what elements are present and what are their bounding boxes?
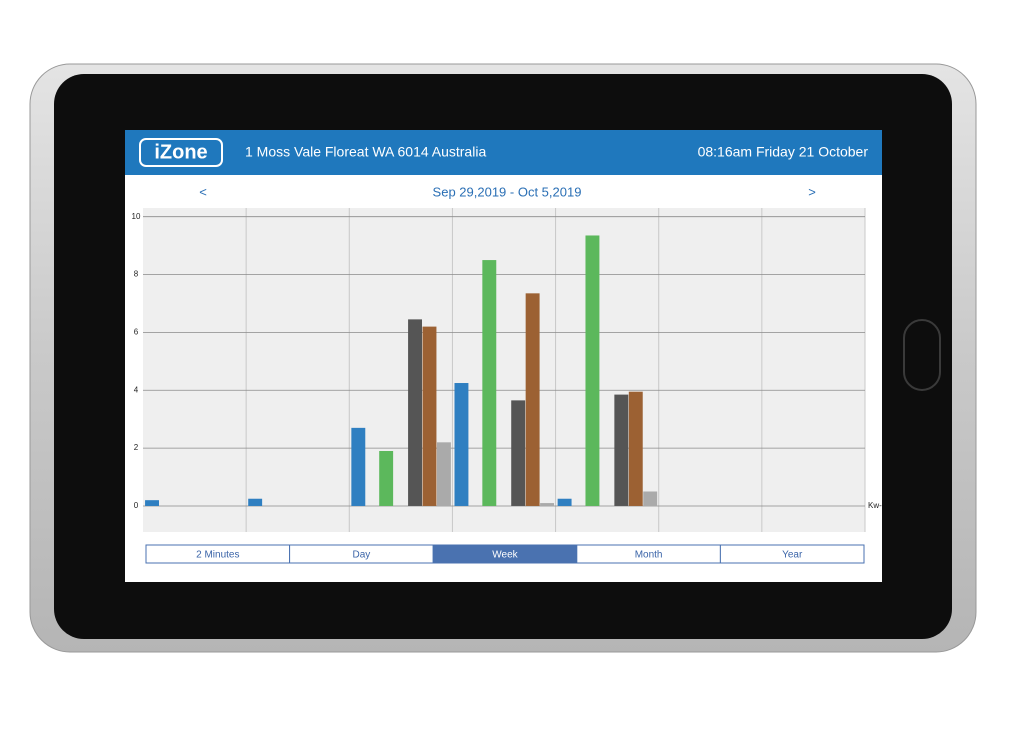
bar [628, 391, 643, 506]
tab-label[interactable]: Day [353, 550, 371, 561]
bar [436, 442, 451, 506]
bar [643, 491, 658, 506]
header-bar [125, 130, 882, 175]
bar [540, 503, 555, 506]
logo-box [139, 138, 223, 167]
tab-label[interactable]: Week [492, 550, 518, 561]
bar [422, 326, 437, 506]
y-tick-label: 6 [134, 328, 139, 337]
plot-area [143, 208, 865, 532]
unit-label: Kw-h [868, 501, 886, 510]
address: 1 Moss Vale Floreat WA 6014 Australia [245, 144, 486, 160]
datetime: 08:16am Friday 21 October [698, 144, 869, 160]
bar [454, 383, 469, 506]
y-tick-label: 0 [134, 501, 139, 510]
tab-label[interactable]: Month [635, 550, 663, 561]
bar [248, 498, 263, 506]
bar [379, 451, 394, 506]
y-tick-label: 10 [132, 212, 141, 221]
y-tick-label: 8 [134, 270, 139, 279]
bar [145, 500, 159, 506]
tab-label[interactable]: Year [782, 550, 803, 561]
bar [408, 319, 423, 506]
bar [511, 400, 526, 506]
bar [525, 293, 540, 506]
y-tick-label: 2 [134, 443, 139, 452]
bar [557, 498, 572, 506]
home-button[interactable] [903, 319, 941, 391]
date-range: Sep 29,2019 - Oct 5,2019 [433, 184, 582, 199]
next-button[interactable]: > [808, 184, 816, 199]
bar [482, 260, 497, 506]
tab[interactable] [719, 544, 865, 564]
prev-button[interactable]: < [199, 184, 207, 199]
y-tick-label: 4 [134, 385, 139, 394]
tab-label[interactable]: 2 Minutes [196, 550, 239, 561]
bar [351, 427, 366, 506]
bar [585, 235, 600, 506]
bar [614, 394, 629, 506]
logo: iZone [154, 141, 207, 163]
